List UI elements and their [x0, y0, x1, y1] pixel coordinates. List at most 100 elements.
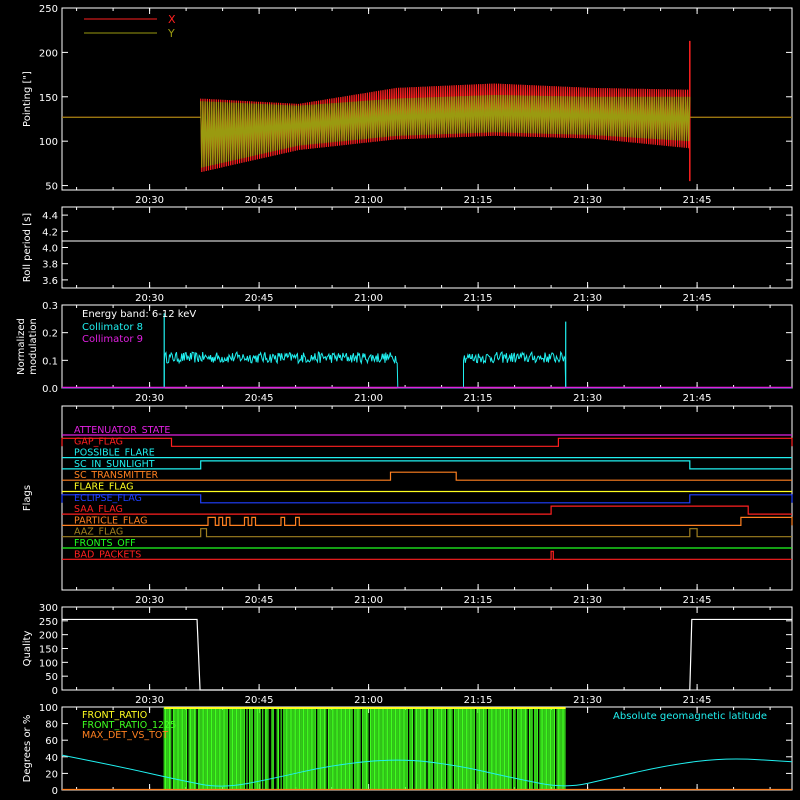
flag-trace [62, 471, 792, 481]
x-tick-label: 21:30 [573, 695, 602, 706]
y-tick-label: 100 [39, 703, 58, 714]
flag-label: SAA_FLAG [74, 504, 123, 515]
y-tick-label: 3.6 [42, 276, 58, 287]
flag-label: PARTICLE_FLAG [74, 515, 147, 526]
y-axis-label: Pointing ["] [22, 71, 33, 127]
flag-label: SC_IN_SUNLIGHT [74, 459, 155, 470]
flag-trace [61, 437, 793, 447]
flag-trace [62, 516, 793, 526]
legend-label: Y [167, 27, 175, 40]
y-tick-label: 0.0 [42, 384, 58, 395]
y-axis-label: Flags [22, 485, 33, 511]
y-tick-label: 40 [45, 753, 58, 764]
x-tick-label: 20:30 [135, 293, 164, 304]
panel-pointing: 20:30 20:45 21:00 21:15 21:30 21:45 50 100 150 20… [22, 4, 793, 206]
x-tick-label: 20:30 [135, 695, 164, 706]
x-tick-label: 20:30 [135, 393, 164, 404]
y-tick-label: 3.8 [42, 260, 58, 271]
y-axis-label: Normalizedmodulation [16, 318, 39, 375]
series-oscillation-y [200, 94, 691, 168]
x-tick-label: 21:45 [683, 195, 712, 206]
y-tick-label: 300 [39, 603, 58, 614]
y-tick-label: 0.1 [42, 356, 58, 367]
x-tick-label: 21:15 [464, 293, 493, 304]
legend-label: MAX_DET_VS_TOT [82, 730, 168, 741]
x-tick-label: 20:45 [245, 195, 274, 206]
y-axis-label: Roll period [s] [22, 213, 33, 282]
panel-flags: 20:30 20:45 21:00 21:15 21:30 21:45 Flags ATTEN… [22, 405, 793, 606]
x-tick-label: 21:00 [354, 293, 383, 304]
flag-label: ECLIPSE_FLAG [74, 493, 142, 504]
panel-ratios: 0 20 40 60 80 100 Degrees or % FRONT_RATIOFRONT… [22, 703, 793, 797]
panel-quality: 20:30 20:45 21:00 21:15 21:30 21:45 0 50 100 150 2… [22, 603, 793, 706]
x-tick-label: 20:45 [245, 293, 274, 304]
x-tick-label: 21:15 [464, 195, 493, 206]
flag-trace [61, 494, 793, 504]
x-tick-label: 21:30 [573, 293, 602, 304]
flag-label: FRONTS_OFF [74, 538, 136, 549]
x-tick-label: 21:30 [573, 393, 602, 404]
y-tick-label: 50 [45, 672, 58, 683]
y-axis-label-line: modulation [28, 318, 39, 375]
x-tick-label: 21:00 [354, 195, 383, 206]
panel-frame [61, 7, 793, 191]
y-axis-label: Quality [22, 631, 33, 667]
flag-label: SC_TRANSMITTER [74, 470, 159, 481]
y-tick-label: 60 [45, 736, 58, 747]
flag-trace [62, 528, 792, 538]
x-tick-label: 21:00 [354, 595, 383, 606]
panel-modulation: 20:30 20:45 21:00 21:15 21:30 21:45 0.0 0.1 0.2 0… [16, 301, 793, 404]
x-tick-label: 21:45 [683, 393, 712, 404]
legend-label: FRONT_RATIO_1225 [82, 720, 176, 731]
x-tick-label: 20:45 [245, 595, 274, 606]
y-tick-label: 0 [52, 786, 58, 797]
flag-label: AAZ_FLAG [74, 527, 123, 538]
x-tick-label: 21:00 [354, 695, 383, 706]
legend-label: Collimator 9 [82, 334, 143, 345]
x-tick-label: 20:45 [245, 393, 274, 404]
y-tick-label: 0.2 [42, 329, 58, 340]
y-tick-label: 0 [52, 686, 58, 697]
x-tick-label: 21:00 [354, 393, 383, 404]
x-tick-label: 21:45 [683, 595, 712, 606]
flag-trace [62, 505, 792, 515]
x-tick-label: 21:15 [464, 695, 493, 706]
latitude-annotation: Absolute geomagnetic latitude [613, 711, 767, 722]
energy-band-annotation: Energy band: 6-12 keV [82, 309, 196, 320]
y-tick-label: 150 [39, 93, 58, 104]
y-tick-label: 250 [39, 617, 58, 628]
x-tick-label: 21:30 [573, 595, 602, 606]
flag-label: GAP_FLAG [74, 436, 123, 447]
x-tick-label: 20:45 [245, 695, 274, 706]
x-tick-label: 20:30 [135, 595, 164, 606]
y-tick-label: 4.4 [42, 211, 58, 222]
y-tick-label: 150 [39, 645, 58, 656]
flag-label: POSSIBLE_FLARE [74, 448, 155, 459]
legend-label: X [168, 13, 176, 26]
y-tick-label: 4.0 [42, 244, 58, 255]
y-tick-label: 200 [39, 48, 58, 59]
panel-roll_period: 20:30 20:45 21:00 21:15 21:30 21:45 3.6 3.8 4.0 4… [22, 206, 793, 304]
y-axis-label-line: Normalized [16, 318, 27, 375]
flag-label: BAD_PACKETS [74, 549, 141, 560]
y-axis-label: Degrees or % [22, 715, 33, 783]
y-tick-label: 20 [45, 769, 58, 780]
y-tick-label: 250 [39, 4, 58, 15]
y-tick-label: 80 [45, 720, 58, 731]
flag-label: FLARE_FLAG [74, 482, 134, 493]
flag-trace [62, 550, 792, 560]
geomagnetic-latitude-curve [61, 754, 793, 787]
y-tick-label: 200 [39, 631, 58, 642]
flag-trace [62, 460, 792, 470]
y-tick-label: 4.2 [42, 227, 58, 238]
series-collimator-8 [62, 350, 792, 389]
x-tick-label: 21:30 [573, 195, 602, 206]
y-tick-label: 100 [39, 658, 58, 669]
x-tick-label: 21:15 [464, 595, 493, 606]
y-tick-label: 100 [39, 137, 58, 148]
legend-label: Collimator 8 [82, 322, 143, 333]
y-tick-label: 50 [45, 182, 58, 193]
flag-label: ATTENUATOR_STATE [74, 425, 170, 436]
x-tick-label: 20:30 [135, 195, 164, 206]
